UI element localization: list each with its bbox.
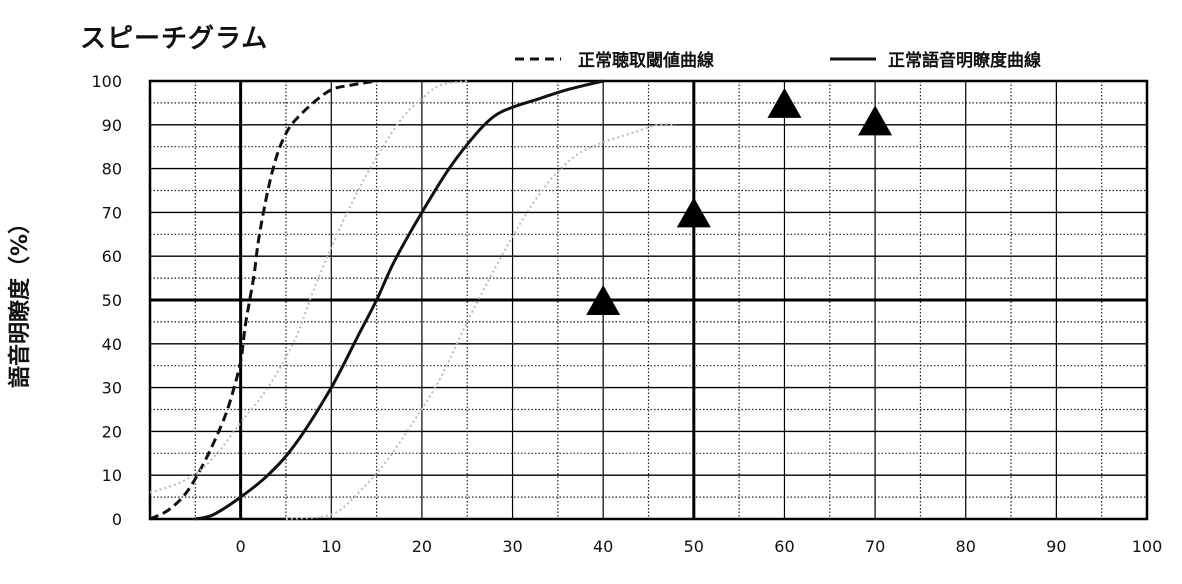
y-tick-label: 10 (102, 466, 122, 485)
x-tick-label: 50 (684, 537, 704, 556)
y-tick-label: 90 (102, 116, 122, 135)
chart-title: スピーチグラム (80, 24, 269, 54)
tick-labels: 0 10 20 30 40 50 60 70 80 90 100 0 10 20 30 40 50 60 70 80 9… (91, 72, 1162, 556)
series-line (149, 80, 468, 494)
triangle-marker (676, 197, 711, 228)
legend-label: 正常語音明瞭度曲線 (888, 50, 1041, 71)
triangle-marker (767, 87, 802, 118)
x-tick-label: 70 (865, 537, 885, 556)
triangle-marker (858, 105, 893, 136)
x-tick-label: 20 (412, 537, 432, 556)
y-tick-label: 70 (102, 203, 122, 222)
series-line (285, 123, 676, 520)
legend: 正常聴取閾値曲線 正常語音明瞭度曲線 (515, 50, 1041, 71)
y-tick-label: 80 (102, 160, 122, 179)
y-tick-label: 0 (112, 510, 122, 529)
y-tick-label: 60 (102, 247, 122, 266)
grid (148, 79, 1149, 521)
y-tick-label: 100 (91, 72, 122, 91)
legend-label: 正常聴取閾値曲線 (578, 50, 714, 71)
y-tick-label: 40 (102, 335, 122, 354)
series (149, 79, 893, 521)
x-tick-label: 10 (321, 537, 341, 556)
y-tick-label: 30 (102, 379, 122, 398)
x-tick-label: 100 (1132, 537, 1163, 556)
x-tick-label: 80 (956, 537, 976, 556)
series-line (194, 79, 604, 521)
y-tick-label: 50 (102, 291, 122, 310)
x-tick-label: 40 (593, 537, 613, 556)
x-tick-label: 90 (1046, 537, 1066, 556)
y-tick-label: 20 (102, 422, 122, 441)
triangle-marker (586, 285, 621, 315)
series-line (149, 79, 377, 521)
x-tick-label: 30 (502, 537, 522, 556)
x-tick-label: 0 (236, 537, 246, 556)
x-tick-label: 60 (774, 537, 794, 556)
plot-frame (148, 79, 1149, 521)
